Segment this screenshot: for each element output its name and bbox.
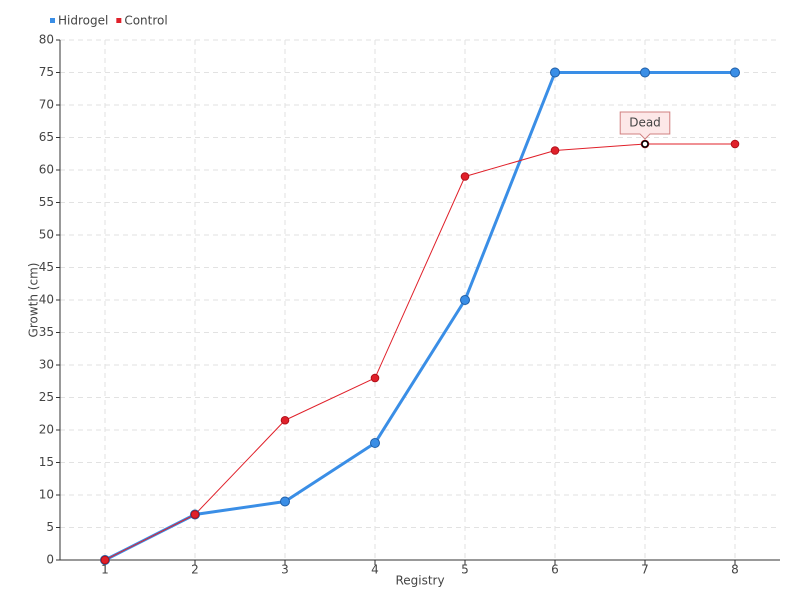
legend-swatch (50, 18, 55, 23)
annotation-text: Dead (629, 116, 661, 130)
y-axis-label: Growth (cm) (27, 263, 41, 338)
y-tick-label: 55 (39, 195, 54, 209)
x-axis-label: Registry (395, 574, 444, 588)
x-tick-label: 3 (281, 563, 289, 577)
data-point (730, 139, 740, 149)
y-tick-label: 45 (39, 260, 54, 274)
y-tick-label: 65 (39, 130, 54, 144)
data-point (550, 146, 560, 155)
x-tick-label: 5 (461, 563, 469, 577)
data-point (100, 555, 110, 565)
y-tick-label: 50 (39, 228, 54, 242)
data-point (280, 496, 290, 507)
y-tick-label: 60 (39, 163, 54, 177)
y-tick-label: 30 (39, 358, 54, 372)
y-tick-label: 70 (39, 98, 54, 112)
y-tick-label: 25 (39, 390, 54, 404)
y-tick-label: 10 (39, 488, 54, 502)
data-point (190, 510, 200, 519)
x-tick-label: 4 (371, 563, 379, 577)
y-tick-label: 75 (39, 65, 54, 79)
annotation-box (619, 111, 671, 140)
data-point (370, 438, 380, 448)
data-point (460, 295, 470, 305)
x-tick-label: 7 (641, 563, 649, 577)
data-point (370, 373, 380, 383)
y-tick-label: 35 (39, 325, 54, 339)
y-tick-label: 15 (39, 455, 54, 469)
series-line (104, 71, 735, 562)
y-tick-label: 40 (39, 293, 54, 307)
x-tick-label: 2 (191, 563, 199, 577)
x-tick-label: 8 (731, 563, 739, 577)
series-line (104, 143, 735, 561)
x-tick-label: 6 (551, 563, 559, 577)
data-point (730, 67, 740, 78)
y-tick-label: 20 (39, 423, 54, 437)
legend-label: Hidrogel (58, 14, 108, 28)
y-tick-label: 80 (39, 33, 54, 47)
y-tick-label: 5 (46, 520, 54, 534)
data-point (640, 67, 650, 78)
x-tick-label: 1 (101, 563, 109, 577)
legend-label: Control (124, 14, 167, 28)
annotation: Dead (619, 111, 671, 140)
y-tick-label: 0 (46, 553, 54, 567)
data-point (460, 172, 470, 181)
data-point (280, 415, 290, 425)
data-point (550, 67, 560, 78)
annotation-marker (641, 140, 649, 148)
legend-swatch (116, 18, 122, 23)
